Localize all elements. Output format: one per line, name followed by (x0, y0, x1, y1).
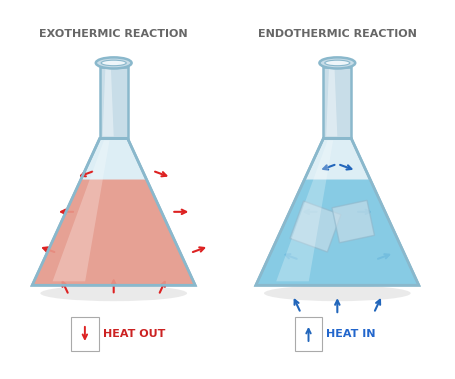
Ellipse shape (40, 285, 187, 301)
Polygon shape (32, 180, 195, 285)
Ellipse shape (319, 57, 355, 69)
Polygon shape (326, 69, 337, 136)
Polygon shape (32, 138, 195, 285)
Polygon shape (256, 138, 419, 285)
Polygon shape (256, 180, 419, 285)
Text: ENDOTHERMIC REACTION: ENDOTHERMIC REACTION (258, 29, 417, 39)
Polygon shape (332, 200, 374, 243)
Polygon shape (102, 69, 114, 136)
Polygon shape (290, 201, 341, 252)
Ellipse shape (264, 285, 411, 301)
FancyBboxPatch shape (294, 317, 323, 351)
Text: EXOTHERMIC REACTION: EXOTHERMIC REACTION (40, 29, 188, 39)
Ellipse shape (96, 57, 131, 69)
Text: HEAT OUT: HEAT OUT (103, 329, 165, 339)
Polygon shape (276, 140, 333, 281)
Ellipse shape (325, 60, 350, 66)
Polygon shape (53, 140, 110, 281)
FancyBboxPatch shape (71, 317, 99, 351)
Ellipse shape (101, 60, 126, 66)
Text: HEAT IN: HEAT IN (326, 329, 376, 339)
Polygon shape (100, 67, 127, 138)
Polygon shape (324, 67, 351, 138)
